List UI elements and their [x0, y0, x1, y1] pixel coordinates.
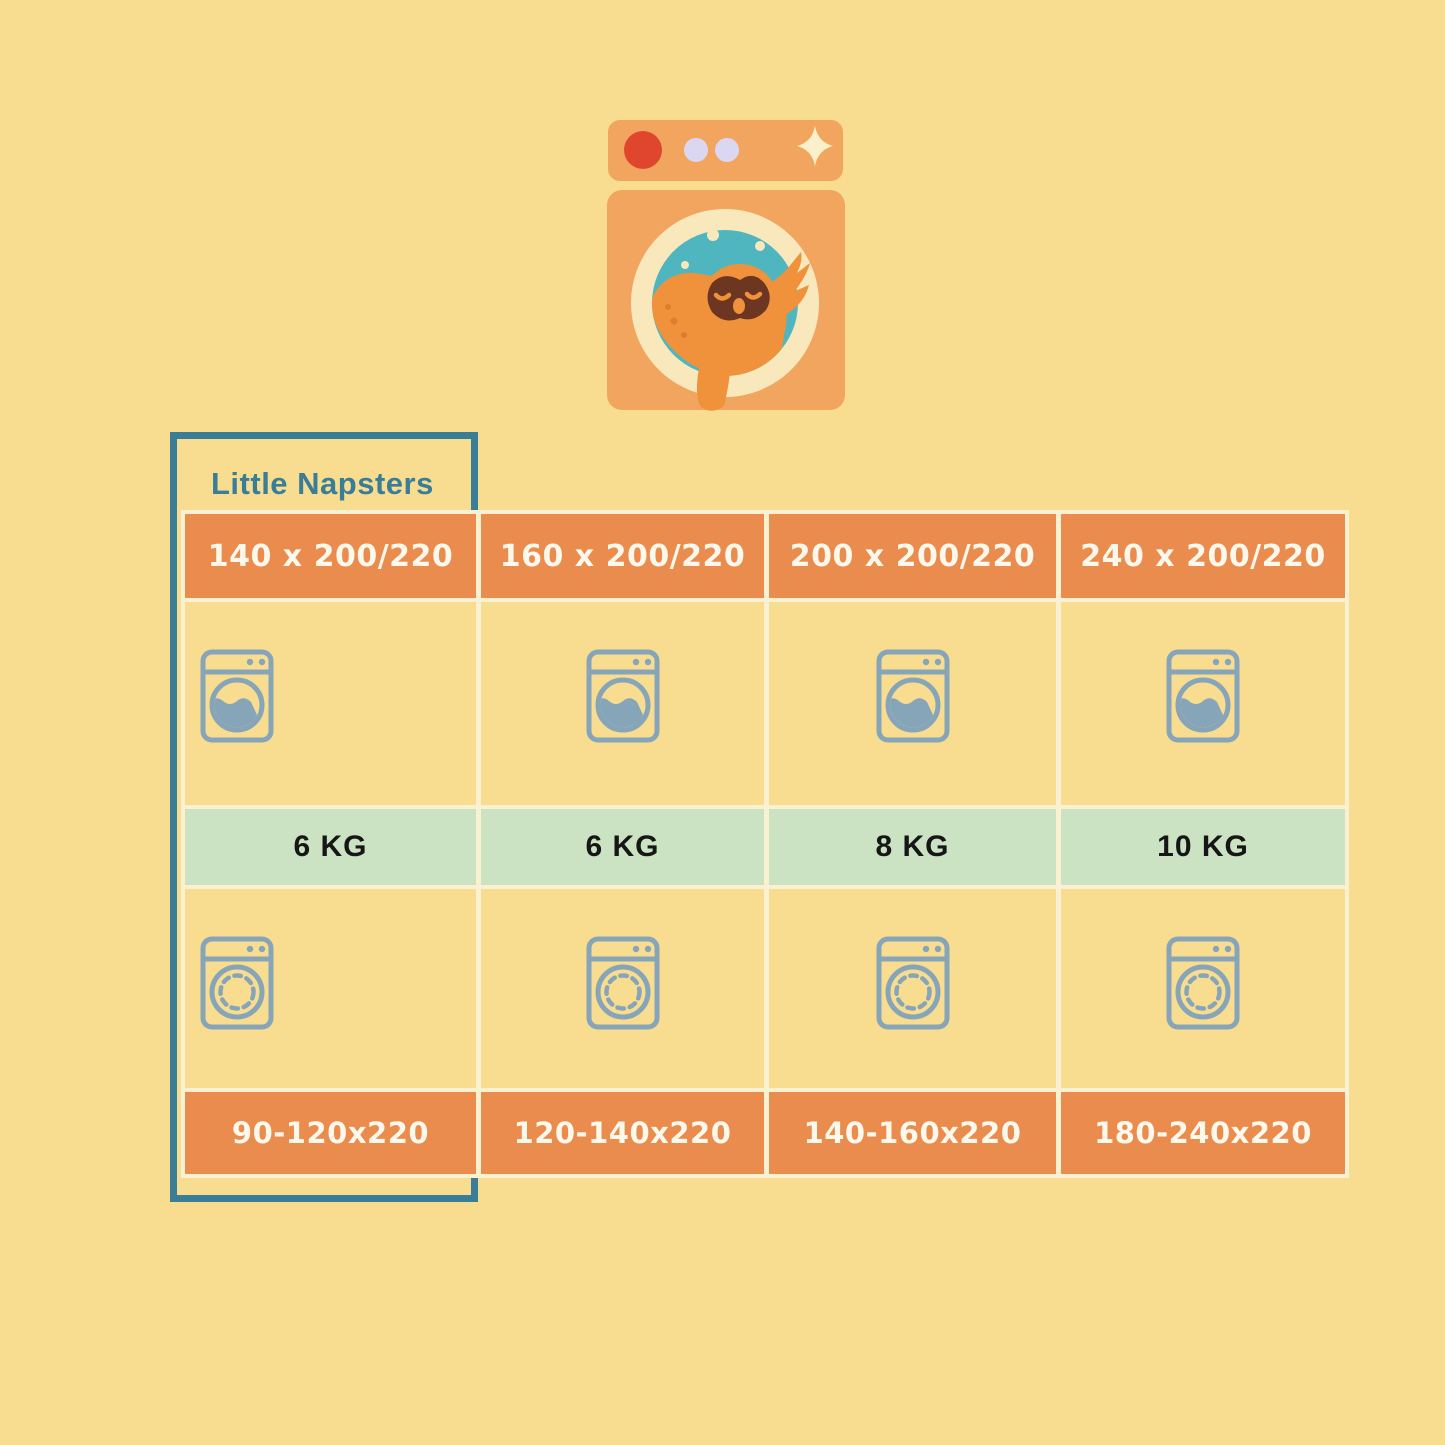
washer-cell — [769, 602, 1056, 805]
power-button — [624, 131, 662, 169]
dry-range-cell: 120-140x220 — [481, 1092, 764, 1174]
dryer-icon — [1166, 936, 1240, 1030]
washing-machine-icon — [586, 649, 659, 743]
dial-right — [715, 138, 739, 162]
washing-machine-icon — [876, 649, 949, 743]
sloth-eye-left — [713, 292, 732, 301]
sloth-tail — [696, 351, 731, 411]
washer-cell — [1061, 602, 1345, 805]
washer-cell — [185, 602, 476, 805]
sloth-nose — [733, 298, 745, 314]
dryer-cell — [481, 889, 764, 1088]
dry-range-cell: 90-120x220 — [185, 1092, 476, 1174]
washing-machine-icon — [200, 649, 274, 743]
washing-size-table: 140 x 200/220 160 x 200/220 200 x 200/22… — [181, 510, 1349, 1178]
capacity-cell: 6 KG — [481, 809, 764, 885]
sloth-eye-right — [744, 291, 763, 300]
capacity-cell: 6 KG — [185, 809, 476, 885]
dryer-cell — [769, 889, 1056, 1088]
dryer-icon — [876, 936, 949, 1030]
dry-range-cell: 180-240x220 — [1061, 1092, 1345, 1174]
sloth-character — [652, 252, 810, 411]
dryer-icon — [200, 936, 274, 1030]
washer-cell — [481, 602, 764, 805]
capacity-cell: 10 KG — [1061, 809, 1345, 885]
sparkle-icon — [797, 126, 833, 166]
duvet-size-header: 160 x 200/220 — [481, 514, 764, 598]
dry-range-cell: 140-160x220 — [769, 1092, 1056, 1174]
dryer-cell — [1061, 889, 1345, 1088]
duvet-size-header: 200 x 200/220 — [769, 514, 1056, 598]
sloth-washing-machine-illustration — [607, 120, 845, 411]
dryer-icon — [586, 936, 659, 1030]
duvet-size-header: 140 x 200/220 — [185, 514, 476, 598]
dryer-cell — [185, 889, 476, 1088]
little-napsters-label: Little Napsters — [211, 466, 434, 501]
dial-left — [684, 138, 708, 162]
duvet-size-header: 240 x 200/220 — [1061, 514, 1345, 598]
washing-machine-icon — [1166, 649, 1240, 743]
capacity-cell: 8 KG — [769, 809, 1056, 885]
